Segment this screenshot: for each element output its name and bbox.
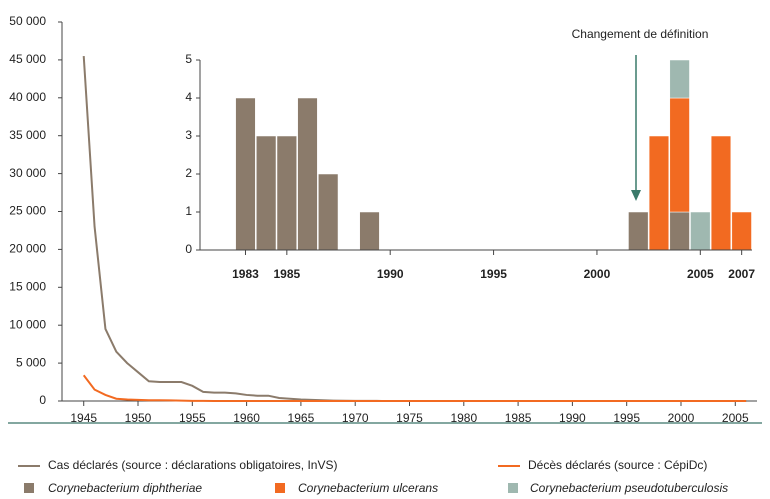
legend-label: Corynebacterium ulcerans bbox=[298, 481, 438, 495]
y-tick-label: 35 000 bbox=[9, 128, 46, 142]
x-tick-label: 2000 bbox=[668, 411, 695, 425]
annotation: Changement de définition bbox=[572, 27, 709, 41]
legend-swatch bbox=[275, 483, 285, 493]
x-tick-label: 1985 bbox=[273, 267, 300, 281]
x-tick-label: 1990 bbox=[559, 411, 586, 425]
y-tick-label: 15 000 bbox=[9, 279, 46, 293]
legend-label: Corynebacterium diphtheriae bbox=[48, 481, 202, 495]
bar bbox=[359, 211, 380, 251]
x-tick-label: 1985 bbox=[505, 411, 532, 425]
bar bbox=[669, 97, 690, 213]
x-tick-label: 1970 bbox=[342, 411, 369, 425]
y-tick-label: 0 bbox=[185, 242, 192, 256]
bar bbox=[256, 135, 277, 251]
x-tick-label: 1995 bbox=[613, 411, 640, 425]
legend-label: Cas déclarés (source : déclarations obli… bbox=[48, 458, 337, 472]
bar bbox=[669, 211, 690, 251]
bar bbox=[731, 211, 752, 251]
x-tick-label: 1965 bbox=[288, 411, 315, 425]
y-tick-label: 0 bbox=[39, 393, 46, 407]
x-tick-label: 1950 bbox=[125, 411, 152, 425]
bar bbox=[318, 173, 339, 251]
x-tick-label: 1990 bbox=[377, 267, 404, 281]
bar bbox=[235, 97, 256, 251]
y-tick-label: 20 000 bbox=[9, 242, 46, 256]
bar bbox=[297, 97, 318, 251]
x-tick-label: 2005 bbox=[722, 411, 749, 425]
bar bbox=[648, 135, 670, 251]
bar bbox=[276, 135, 297, 251]
y-tick-label: 5 bbox=[185, 52, 192, 66]
y-tick-label: 5 000 bbox=[16, 355, 46, 369]
bar bbox=[628, 211, 649, 251]
legend-label: Corynebacterium pseudotuberculosis bbox=[530, 481, 728, 495]
x-tick-label: 1975 bbox=[396, 411, 423, 425]
x-tick-label: 1960 bbox=[233, 411, 260, 425]
x-tick-label: 1955 bbox=[179, 411, 206, 425]
y-tick-label: 50 000 bbox=[9, 14, 46, 28]
y-tick-label: 10 000 bbox=[9, 317, 46, 331]
legend-swatch bbox=[24, 483, 34, 493]
x-tick-label: 2007 bbox=[728, 267, 755, 281]
x-tick-label: 2005 bbox=[687, 267, 714, 281]
y-tick-label: 30 000 bbox=[9, 166, 46, 180]
y-tick-label: 40 000 bbox=[9, 90, 46, 104]
x-tick-label: 1995 bbox=[480, 267, 507, 281]
bar bbox=[710, 135, 732, 251]
bar bbox=[690, 211, 711, 251]
arrow-head bbox=[631, 190, 641, 201]
legend-swatch bbox=[508, 483, 518, 493]
x-tick-label: 1980 bbox=[450, 411, 477, 425]
y-tick-label: 2 bbox=[185, 166, 192, 180]
y-tick-label: 25 000 bbox=[9, 204, 46, 218]
x-tick-label: 2000 bbox=[584, 267, 611, 281]
x-tick-label: 1983 bbox=[232, 267, 259, 281]
y-tick-label: 3 bbox=[185, 128, 192, 142]
data-line bbox=[82, 374, 747, 402]
y-tick-label: 4 bbox=[185, 90, 192, 104]
bar bbox=[669, 59, 690, 99]
y-tick-label: 45 000 bbox=[9, 52, 46, 66]
legend-label: Décès déclarés (source : CépiDc) bbox=[528, 458, 707, 472]
x-tick-label: 1945 bbox=[70, 411, 97, 425]
y-tick-label: 1 bbox=[185, 204, 192, 218]
